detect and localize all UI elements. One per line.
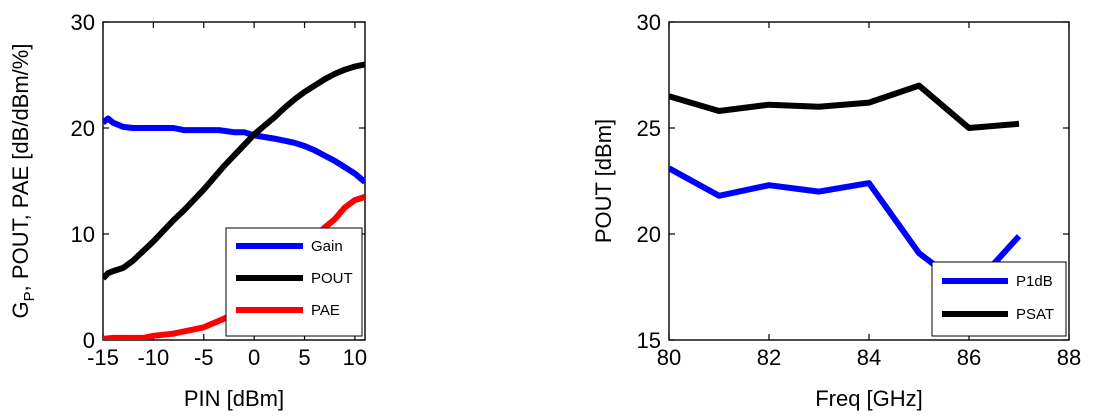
chart-left: -15 -10 -5 0 5 10 0 10 20 30 PIN [dBm] GP, POUT, … — [8, 10, 367, 411]
right-x-tick-label: 82 — [757, 345, 781, 370]
right-x-axis-label: Freq [GHz] — [815, 386, 923, 411]
left-x-tick-label: 10 — [343, 345, 367, 370]
left-x-axis-label: PIN [dBm] — [184, 386, 284, 411]
left-y-tick-label: 30 — [71, 10, 95, 35]
right-y-tick-label: 30 — [637, 10, 661, 35]
left-y-label-subscript: P — [21, 291, 38, 301]
left-y-tick-label: 20 — [71, 116, 95, 141]
right-series-psat-line — [669, 82, 1020, 131]
left-x-tick-label: -15 — [87, 345, 119, 370]
legend-pae-label: PAE — [311, 302, 340, 319]
left-x-tick-label: 0 — [248, 345, 260, 370]
left-y-axis-label: GP, POUT, PAE [dB/dBm/%] — [8, 44, 38, 319]
right-legend: P1dB PSAT — [931, 261, 1067, 337]
left-series-gain-line — [103, 115, 365, 185]
left-legend: Gain POUT PAE — [225, 227, 363, 337]
left-y-label-g: G — [8, 301, 33, 318]
right-x-tick-label: 86 — [957, 345, 981, 370]
right-y-tick-label: 15 — [637, 328, 661, 353]
right-y-tick-label: 20 — [637, 222, 661, 247]
right-ticks: 80 82 84 86 88 15 20 25 30 — [637, 10, 1082, 370]
left-series-pout-line — [103, 61, 365, 281]
right-y-axis-label: POUT [dBm] — [591, 119, 616, 243]
left-y-label-rest: , POUT, PAE [dB/dBm/%] — [8, 44, 33, 292]
legend-p1db-label: P1dB — [1016, 273, 1053, 290]
left-y-tick-label: 0 — [83, 328, 95, 353]
left-x-tick-label: -10 — [137, 345, 169, 370]
right-x-tick-label: 80 — [657, 345, 681, 370]
right-x-tick-label: 84 — [857, 345, 881, 370]
right-x-tick-label: 88 — [1057, 345, 1081, 370]
left-x-tick-label: 5 — [298, 345, 310, 370]
chart-right: 80 82 84 86 88 15 20 25 30 Freq [GHz] POUT [dBm]… — [591, 10, 1081, 411]
left-ticks: -15 -10 -5 0 5 10 0 10 20 30 — [71, 10, 368, 370]
left-y-tick-label: 10 — [71, 222, 95, 247]
legend-gain-label: Gain — [311, 238, 343, 255]
left-x-tick-label: -5 — [194, 345, 214, 370]
legend-pout-label: POUT — [311, 270, 353, 287]
right-y-tick-label: 25 — [637, 116, 661, 141]
legend-psat-label: PSAT — [1016, 306, 1054, 323]
right-legend-box — [931, 261, 1067, 337]
